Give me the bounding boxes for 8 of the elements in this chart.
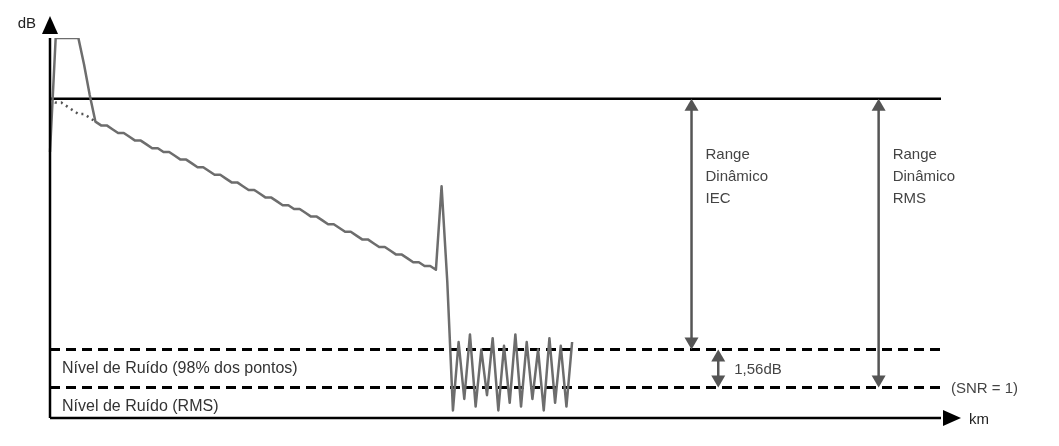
annotation: Range Dinâmico RMS	[892, 144, 956, 206]
ref-line-label: Nível de Ruído (RMS)	[62, 396, 219, 414]
annotation: Range Dinâmico IEC	[705, 144, 769, 206]
text: (SNR = 1)	[951, 378, 1019, 396]
x-axis-title: km	[969, 410, 989, 427]
ref-line-label: Nível de Ruído (98% dos pontos)	[62, 358, 298, 376]
y-axis-title: dB	[17, 14, 36, 31]
annotation: 1,56dB	[734, 359, 782, 377]
